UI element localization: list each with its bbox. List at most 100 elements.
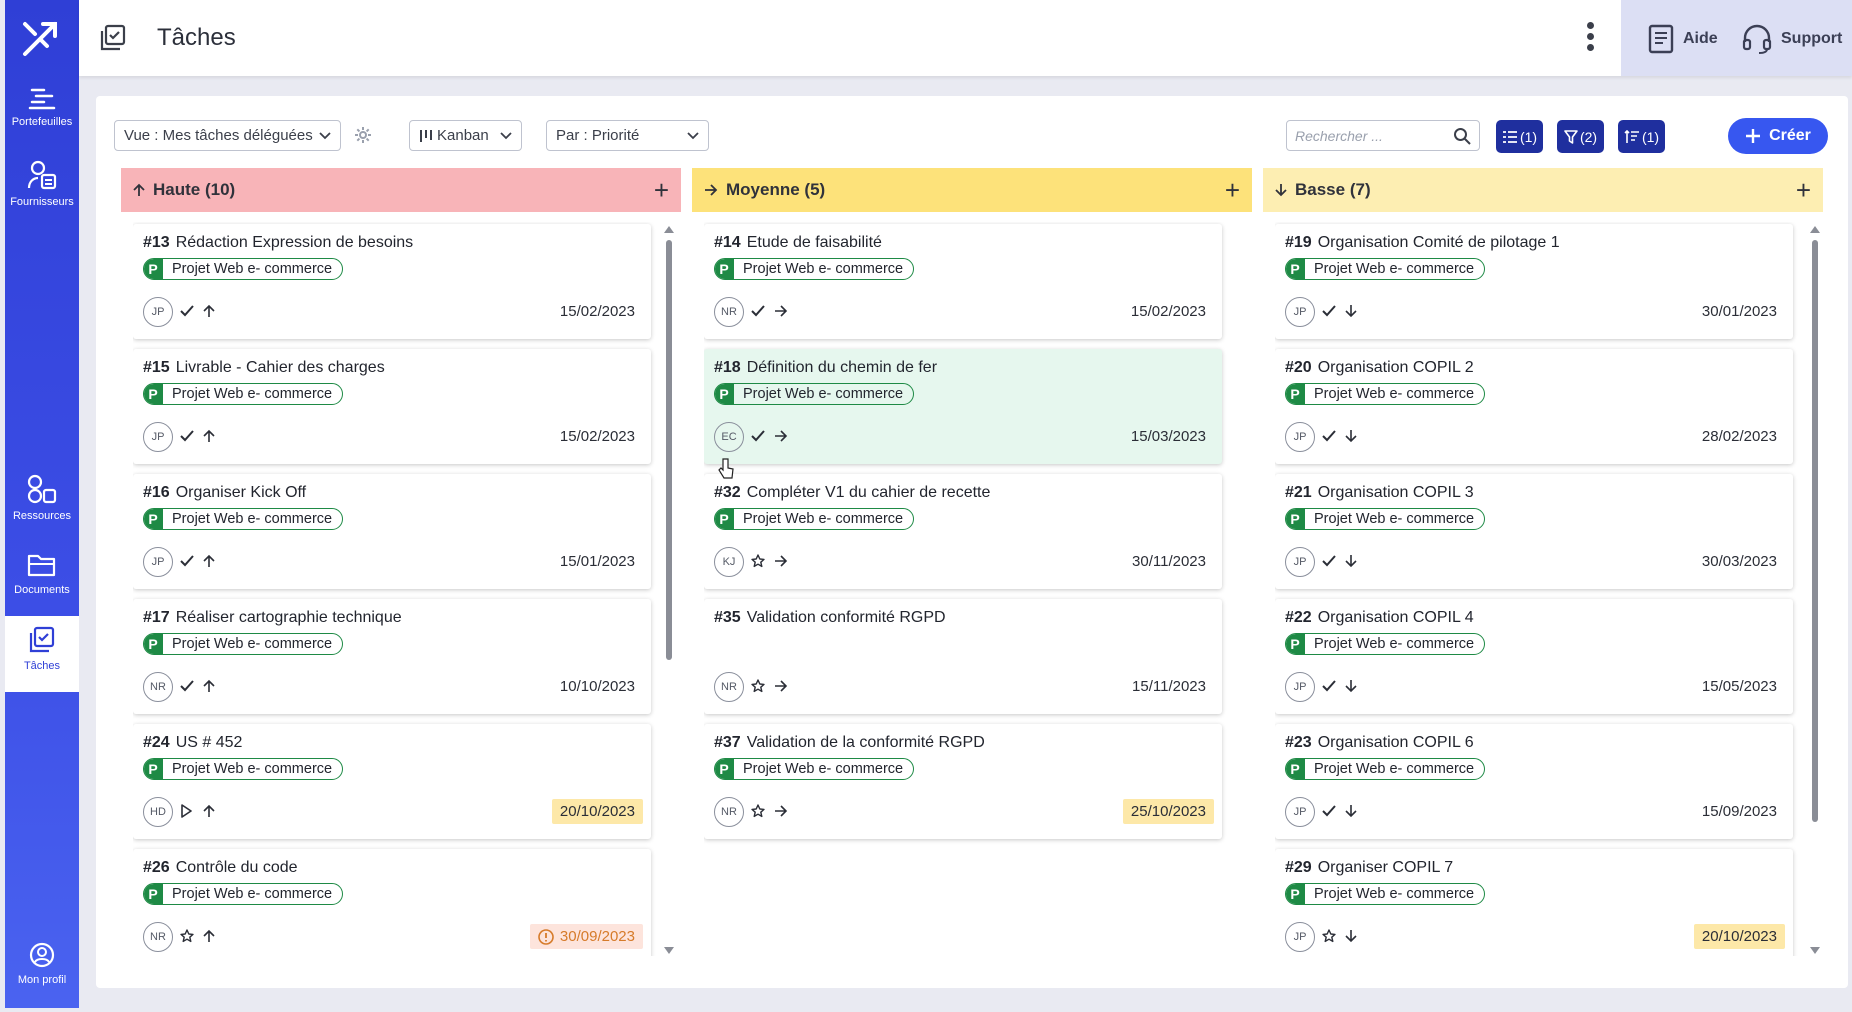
avatar[interactable]: JP xyxy=(1285,547,1315,577)
project-badge-icon: P xyxy=(144,884,163,904)
project-tag[interactable]: P Projet Web e- commerce xyxy=(714,383,915,405)
sidebar-item-mon-profil[interactable]: Mon profil xyxy=(5,942,79,986)
project-name: Projet Web e- commerce xyxy=(743,761,904,777)
project-tag[interactable]: P Projet Web e- commerce xyxy=(1285,383,1486,405)
task-card[interactable]: #32 Compléter V1 du cahier de recette P Pro… xyxy=(704,474,1222,589)
scrollbar-basse[interactable] xyxy=(1808,226,1822,954)
task-card[interactable]: #22 Organisation COPIL 4 P Projet Web e- co… xyxy=(1275,599,1793,714)
due-date-value: 30/03/2023 xyxy=(1701,553,1777,570)
create-button[interactable]: Créer xyxy=(1728,118,1828,154)
sidebar-item-label: Tâches xyxy=(23,660,61,672)
avatar[interactable]: HD xyxy=(143,797,173,827)
arrow-up-icon xyxy=(203,429,215,442)
task-card[interactable]: #37 Validation de la conformité RGPD P Proj… xyxy=(704,724,1222,839)
more-options-icon[interactable] xyxy=(1581,20,1599,54)
project-tag[interactable]: P Projet Web e- commerce xyxy=(143,758,344,780)
task-card[interactable]: #24 US # 452 P Projet Web e- commerce HD 20/1… xyxy=(133,724,651,839)
task-card[interactable]: #16 Organiser Kick Off P Projet Web e- comm… xyxy=(133,474,651,589)
avatar[interactable]: NR xyxy=(143,672,173,702)
avatar[interactable]: JP xyxy=(1285,672,1315,702)
task-card[interactable]: #19 Organisation Comité de pilotage 1 P Pro… xyxy=(1275,224,1793,339)
task-card[interactable]: #14 Etude de faisabilité P Projet Web e- co… xyxy=(704,224,1222,339)
display-mode-select[interactable]: Kanban xyxy=(409,120,522,151)
avatar[interactable]: JP xyxy=(1285,922,1315,952)
status-indicator xyxy=(1322,804,1336,822)
gear-icon[interactable] xyxy=(354,126,372,144)
app-logo-icon[interactable] xyxy=(21,18,63,58)
project-tag[interactable]: P Projet Web e- commerce xyxy=(1285,633,1486,655)
sidebar-item-taches[interactable]: Tâches xyxy=(5,616,79,692)
task-card[interactable]: #18 Définition du chemin de fer P Projet We… xyxy=(704,349,1222,464)
project-tag[interactable]: P Projet Web e- commerce xyxy=(1285,883,1486,905)
portfolio-icon xyxy=(28,88,56,110)
project-tag[interactable]: P Projet Web e- commerce xyxy=(143,508,344,530)
group-by-select[interactable]: Par : Priorité xyxy=(546,120,709,151)
project-tag[interactable]: P Projet Web e- commerce xyxy=(143,883,344,905)
project-tag[interactable]: P Projet Web e- commerce xyxy=(714,758,915,780)
card-title: #26 Contrôle du code xyxy=(143,859,298,877)
sidebar-item-documents[interactable]: Documents xyxy=(5,552,79,596)
avatar[interactable]: EC xyxy=(714,422,744,452)
avatar[interactable]: KJ xyxy=(714,547,744,577)
task-card[interactable]: #20 Organisation COPIL 2 P Projet Web e- co… xyxy=(1275,349,1793,464)
avatar[interactable]: JP xyxy=(143,297,173,327)
columns-count: (1) xyxy=(1519,128,1538,145)
warning-icon xyxy=(538,928,554,945)
priority-indicator xyxy=(203,304,215,323)
due-date: 15/01/2023 xyxy=(552,549,643,574)
add-card-button[interactable]: + xyxy=(653,174,669,205)
sidebar-item-portefeuilles[interactable]: Portefeuilles xyxy=(5,86,79,128)
filter-button[interactable]: (2) xyxy=(1557,120,1604,153)
sort-button[interactable]: (1) xyxy=(1618,120,1665,153)
support-button[interactable]: Support xyxy=(1741,24,1842,54)
sidebar-item-fournisseurs[interactable]: Fournisseurs xyxy=(5,160,79,208)
avatar[interactable]: JP xyxy=(1285,422,1315,452)
project-tag[interactable]: P Projet Web e- commerce xyxy=(1285,258,1486,280)
task-card[interactable]: #23 Organisation COPIL 6 P Projet Web e- co… xyxy=(1275,724,1793,839)
project-tag[interactable]: P Projet Web e- commerce xyxy=(714,258,915,280)
task-id: #29 xyxy=(1285,859,1312,876)
project-tag[interactable]: P Projet Web e- commerce xyxy=(714,508,915,530)
task-card[interactable]: #15 Livrable - Cahier des charges P Projet … xyxy=(133,349,651,464)
task-card[interactable]: #17 Réaliser cartographie technique P Proje… xyxy=(133,599,651,714)
avatar[interactable]: NR xyxy=(714,672,744,702)
project-name: Projet Web e- commerce xyxy=(172,386,333,402)
avatar[interactable]: NR xyxy=(714,797,744,827)
project-badge-icon: P xyxy=(144,509,163,529)
avatar[interactable]: JP xyxy=(143,422,173,452)
project-tag[interactable]: P Projet Web e- commerce xyxy=(143,258,344,280)
search-input[interactable]: Rechercher ... xyxy=(1286,120,1480,151)
project-tag[interactable]: P Projet Web e- commerce xyxy=(1285,758,1486,780)
columns-button[interactable]: (1) xyxy=(1496,120,1543,153)
priority-indicator xyxy=(774,804,788,822)
task-card[interactable]: #21 Organisation COPIL 3 P Projet Web e- co… xyxy=(1275,474,1793,589)
task-title: US # 452 xyxy=(175,734,243,751)
suppliers-icon xyxy=(27,160,57,190)
help-button[interactable]: Aide xyxy=(1647,24,1718,54)
add-card-button[interactable]: + xyxy=(1795,174,1811,205)
avatar[interactable]: JP xyxy=(1285,797,1315,827)
task-id: #37 xyxy=(714,734,741,751)
status-indicator xyxy=(180,304,194,322)
avatar[interactable]: NR xyxy=(714,297,744,327)
task-card[interactable]: #29 Organiser COPIL 7 P Projet Web e- comme… xyxy=(1275,849,1793,956)
add-card-button[interactable]: + xyxy=(1224,174,1240,205)
scrollbar-haute[interactable] xyxy=(662,226,676,954)
task-title: Validation de la conformité RGPD xyxy=(746,734,985,751)
check-icon xyxy=(180,680,194,692)
task-card[interactable]: #35 Validation conformité RGPD NR 15/11/202… xyxy=(704,599,1222,714)
avatar[interactable]: JP xyxy=(1285,297,1315,327)
project-tag[interactable]: P Projet Web e- commerce xyxy=(143,633,344,655)
due-date: 15/02/2023 xyxy=(1123,299,1214,324)
task-id: #21 xyxy=(1285,484,1312,501)
avatar[interactable]: JP xyxy=(143,547,173,577)
task-card[interactable]: #26 Contrôle du code P Projet Web e- commer… xyxy=(133,849,651,956)
task-card[interactable]: #13 Rédaction Expression de besoins P Proje… xyxy=(133,224,651,339)
avatar[interactable]: NR xyxy=(143,922,173,952)
project-badge-icon: P xyxy=(715,259,734,279)
view-select[interactable]: Vue : Mes tâches déléguées xyxy=(114,120,341,151)
task-title: Organisation Comité de pilotage 1 xyxy=(1317,234,1560,251)
project-tag[interactable]: P Projet Web e- commerce xyxy=(143,383,344,405)
project-tag[interactable]: P Projet Web e- commerce xyxy=(1285,508,1486,530)
sidebar-item-ressources[interactable]: Ressources xyxy=(5,474,79,522)
